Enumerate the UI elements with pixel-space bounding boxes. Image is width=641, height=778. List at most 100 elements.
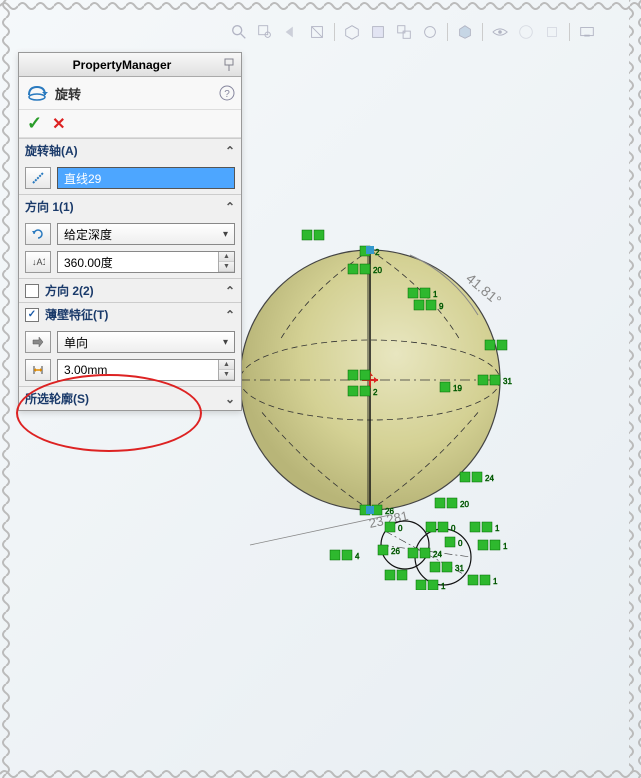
- thickness-icon[interactable]: [25, 359, 51, 381]
- collapse-icon: ⌃: [225, 308, 235, 322]
- svg-text:↓A1: ↓A1: [32, 257, 45, 267]
- toolbar-sep: [447, 23, 448, 41]
- constraint-icon[interactable]: [302, 230, 324, 240]
- prev-view-icon[interactable]: [280, 21, 302, 43]
- hide-show-icon[interactable]: [393, 21, 415, 43]
- config-icon[interactable]: [541, 21, 563, 43]
- svg-text:19: 19: [453, 384, 462, 393]
- axis-section-label: 旋转轴(A): [25, 142, 78, 159]
- contours-section-header[interactable]: 所选轮廓(S) ⌄: [19, 387, 241, 410]
- dir2-section: 方向 2(2) ⌃: [19, 278, 241, 302]
- panel-title: PropertyManager: [23, 58, 221, 72]
- svg-text:31: 31: [503, 377, 512, 386]
- eye-icon[interactable]: [489, 21, 511, 43]
- collapse-icon: ⌃: [225, 284, 235, 298]
- spin-down[interactable]: ▼: [219, 370, 234, 380]
- section-view-icon[interactable]: [306, 21, 328, 43]
- svg-text:20: 20: [373, 266, 382, 275]
- view-orient-icon[interactable]: [341, 21, 363, 43]
- end-condition-combo[interactable]: 给定深度: [57, 223, 235, 245]
- svg-text:24: 24: [433, 550, 442, 559]
- cancel-button[interactable]: ✕: [52, 114, 65, 134]
- apply-scene-icon[interactable]: [515, 21, 537, 43]
- zoom-fit-icon[interactable]: [228, 21, 250, 43]
- thickness-value: 3.00mm: [64, 363, 107, 377]
- angle-icon[interactable]: ↓A1: [25, 251, 51, 273]
- expand-icon: ⌄: [225, 392, 235, 406]
- reverse-dir-icon[interactable]: [25, 223, 51, 245]
- constraint-icon[interactable]: 0: [426, 522, 456, 533]
- edit-appearance-icon[interactable]: [419, 21, 441, 43]
- constraint-icon[interactable]: 20: [348, 264, 382, 275]
- svg-text:20: 20: [460, 500, 469, 509]
- constraint-icon[interactable]: 1: [408, 288, 438, 299]
- ok-button[interactable]: ✓: [27, 113, 42, 134]
- thickness-input[interactable]: 3.00mm ▲▼: [57, 359, 235, 381]
- contours-section: 所选轮廓(S) ⌄: [19, 386, 241, 410]
- dir1-section-header[interactable]: 方向 1(1) ⌃: [19, 195, 241, 218]
- angle-input[interactable]: 360.00度 ▲▼: [57, 251, 235, 273]
- help-icon[interactable]: ?: [219, 85, 235, 101]
- collapse-icon: ⌃: [225, 144, 235, 158]
- svg-text:2: 2: [373, 388, 378, 397]
- svg-text:2: 2: [375, 248, 380, 257]
- contours-section-label: 所选轮廓(S): [25, 390, 89, 407]
- thin-reverse-icon[interactable]: [25, 331, 51, 353]
- constraint-icon[interactable]: 24: [460, 472, 494, 483]
- constraint-icon[interactable]: 0: [445, 537, 463, 548]
- svg-text:1: 1: [441, 582, 446, 590]
- constraint-icon[interactable]: 20: [435, 498, 469, 509]
- toolbar-sep: [482, 23, 483, 41]
- ok-cancel-row: ✓ ✕: [19, 110, 241, 138]
- thin-section-header[interactable]: ✓ 薄壁特征(T) ⌃: [19, 303, 241, 326]
- collapse-icon: ⌃: [225, 200, 235, 214]
- toolbar-sep: [334, 23, 335, 41]
- svg-text:26: 26: [391, 547, 400, 556]
- shaded-icon[interactable]: [454, 21, 476, 43]
- constraint-icon[interactable]: 0: [385, 522, 403, 533]
- toolbar-sep: [569, 23, 570, 41]
- constraint-icon[interactable]: 2: [348, 386, 378, 397]
- thin-section-label: 薄壁特征(T): [45, 306, 108, 323]
- constraint-icon[interactable]: 1: [468, 575, 498, 586]
- constraint-icon[interactable]: 9: [414, 300, 444, 311]
- axis-section: 旋转轴(A) ⌃ 直线29: [19, 138, 241, 194]
- constraint-icon[interactable]: 4: [330, 550, 360, 561]
- feature-header: 旋转 ?: [19, 77, 241, 110]
- spin-up[interactable]: ▲: [219, 360, 234, 370]
- axis-section-header[interactable]: 旋转轴(A) ⌃: [19, 139, 241, 162]
- constraint-icon[interactable]: 24: [408, 548, 442, 559]
- thin-type-combo[interactable]: 单向: [57, 331, 235, 353]
- thin-checkbox[interactable]: ✓: [25, 308, 39, 322]
- constraint-icon[interactable]: 26: [378, 545, 400, 556]
- axis-select-icon[interactable]: [25, 167, 51, 189]
- svg-text:1: 1: [503, 542, 508, 551]
- constraint-icon[interactable]: 1: [416, 580, 446, 590]
- angle-value: 360.00度: [64, 254, 113, 271]
- spin-down[interactable]: ▼: [219, 262, 234, 272]
- svg-text:0: 0: [458, 539, 463, 548]
- zoom-area-icon[interactable]: [254, 21, 276, 43]
- constraint-icon[interactable]: 31: [430, 562, 464, 573]
- dir1-section-label: 方向 1(1): [25, 198, 74, 215]
- panel-title-bar: PropertyManager: [19, 53, 241, 77]
- constraint-icon[interactable]: 26: [360, 505, 394, 516]
- dir2-section-header[interactable]: 方向 2(2) ⌃: [19, 279, 241, 302]
- constraint-icon[interactable]: 1: [470, 522, 500, 533]
- svg-text:?: ?: [224, 89, 230, 100]
- property-manager-panel: PropertyManager 旋转 ? ✓ ✕ 旋转轴(A) ⌃ 直线29: [18, 52, 242, 411]
- constraint-icon[interactable]: [385, 570, 407, 580]
- model-view[interactable]: 41.81° 23.281 2 20 1 9 31 19 2 24 20 26 …: [230, 210, 520, 590]
- dir1-section: 方向 1(1) ⌃ 给定深度 ↓A1 360.00度 ▲▼: [19, 194, 241, 278]
- svg-text:1: 1: [493, 577, 498, 586]
- pin-icon[interactable]: [221, 57, 237, 73]
- thin-section: ✓ 薄壁特征(T) ⌃ 单向 3.00mm ▲▼: [19, 302, 241, 386]
- svg-text:31: 31: [455, 564, 464, 573]
- constraint-icon[interactable]: 31: [478, 375, 512, 386]
- display-style-icon[interactable]: [367, 21, 389, 43]
- dir2-checkbox[interactable]: [25, 284, 39, 298]
- axis-selection[interactable]: 直线29: [57, 167, 235, 189]
- screen-icon[interactable]: [576, 21, 598, 43]
- spin-up[interactable]: ▲: [219, 252, 234, 262]
- constraint-icon[interactable]: 1: [478, 540, 508, 551]
